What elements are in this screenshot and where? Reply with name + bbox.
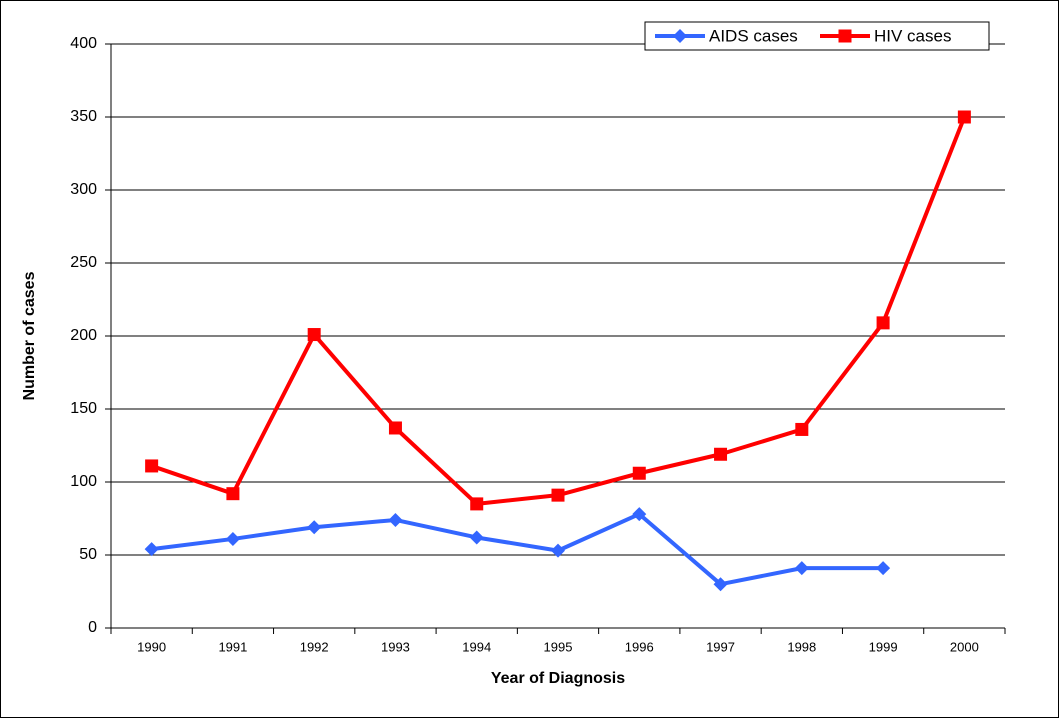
x-tick-label: 1992 [300, 639, 329, 654]
data-point [957, 110, 971, 124]
data-point [632, 507, 647, 522]
legend-marker [673, 29, 687, 43]
data-point [307, 328, 321, 342]
data-point [144, 542, 159, 557]
data-point [795, 422, 809, 436]
data-point [470, 497, 484, 511]
x-tick-label: 1994 [462, 639, 491, 654]
y-tick-label: 0 [88, 619, 97, 636]
x-tick-label: 1990 [137, 639, 166, 654]
data-point [876, 561, 891, 576]
y-tick-label: 100 [70, 473, 97, 490]
x-tick-label: 1993 [381, 639, 410, 654]
y-tick-label: 250 [70, 254, 97, 271]
x-tick-label: 2000 [950, 639, 979, 654]
x-tick-label: 1998 [787, 639, 816, 654]
y-tick-label: 150 [70, 400, 97, 417]
data-point [876, 316, 890, 330]
legend-label: HIV cases [874, 26, 951, 45]
x-axis-title: Year of Diagnosis [491, 670, 625, 687]
x-tick-label: 1996 [625, 639, 654, 654]
y-tick-label: 400 [70, 35, 97, 52]
x-tick-label: 1999 [869, 639, 898, 654]
y-tick-label: 300 [70, 181, 97, 198]
data-point [551, 488, 565, 502]
data-point [307, 520, 322, 535]
data-point [469, 530, 484, 545]
data-point [714, 447, 728, 461]
data-point [794, 561, 809, 576]
data-point [145, 459, 159, 473]
x-tick-label: 1997 [706, 639, 735, 654]
series-line [151, 512, 884, 587]
y-tick-label: 50 [79, 546, 97, 563]
legend-marker [838, 29, 852, 43]
x-tick-label: 1991 [218, 639, 247, 654]
legend-label: AIDS cases [709, 26, 798, 45]
y-axis-title: Number of cases [21, 271, 38, 400]
data-point [388, 512, 403, 527]
data-point [632, 466, 646, 480]
data-point [226, 487, 240, 501]
data-point [551, 543, 565, 558]
y-tick-label: 200 [70, 327, 97, 344]
data-point [225, 531, 240, 546]
y-tick-label: 350 [70, 108, 97, 125]
x-tick-label: 1995 [544, 639, 573, 654]
data-point [713, 577, 728, 592]
data-point [388, 421, 402, 435]
